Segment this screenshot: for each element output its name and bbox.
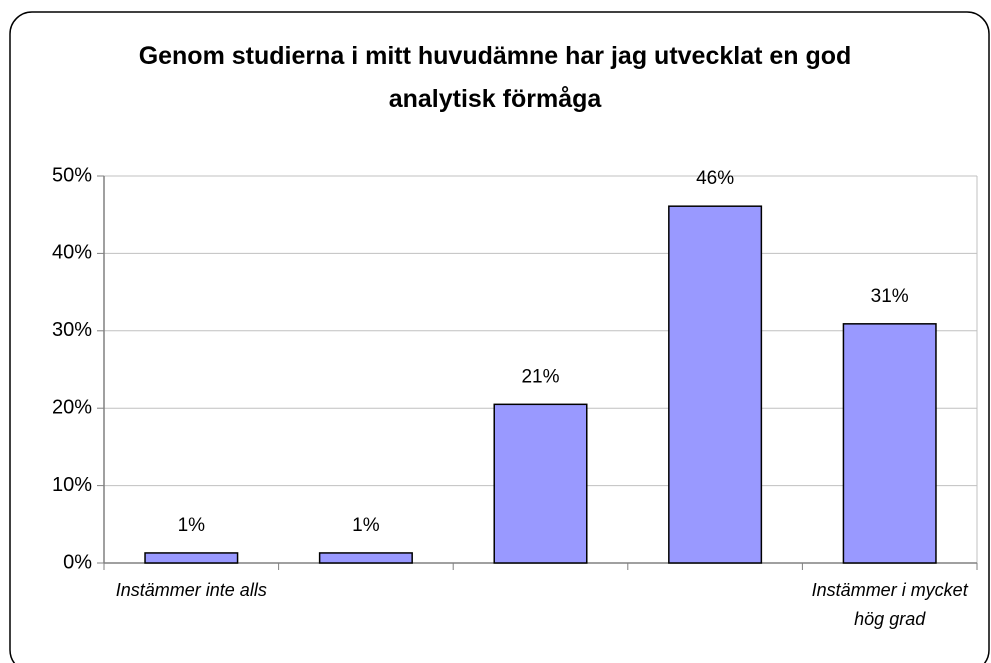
bar: [144, 552, 239, 564]
data-label: 1%: [352, 515, 380, 536]
bar: [318, 552, 413, 564]
y-tick-label: 50%: [52, 164, 92, 186]
y-tick-label: 30%: [52, 319, 92, 341]
data-label: 31%: [871, 286, 909, 307]
y-tick-label: 0%: [63, 551, 92, 573]
y-tick-label: 10%: [52, 474, 92, 496]
data-label: 1%: [178, 515, 206, 536]
y-tick-label: 40%: [52, 242, 92, 264]
x-tick-label: Instämmer inte alls: [115, 580, 267, 600]
bar: [668, 205, 763, 564]
y-tick-label: 20%: [52, 396, 92, 418]
chart-title: Genom studierna i mitt huvudämne har jag…: [138, 42, 852, 113]
bar: [842, 323, 937, 564]
x-tick-label: Instämmer i mycket hög grad: [811, 580, 968, 629]
bar: [493, 403, 588, 564]
data-label: 21%: [521, 366, 559, 387]
data-label: 46%: [696, 168, 734, 189]
